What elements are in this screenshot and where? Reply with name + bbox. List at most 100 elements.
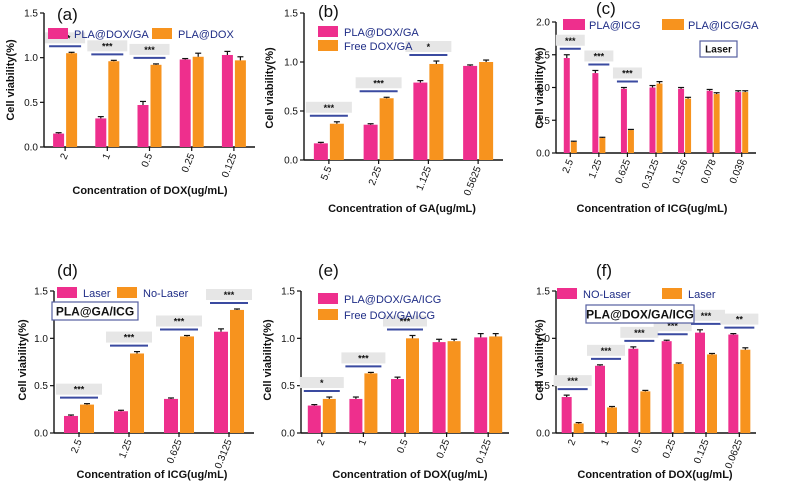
x-tick-label: 2.5	[561, 158, 577, 175]
legend-swatch-pink	[57, 287, 77, 298]
x-tick-label: 0.5	[395, 438, 411, 455]
bar-pink	[661, 341, 672, 433]
legend-label: Free DOX/GA/ICG	[344, 310, 435, 322]
significance-box	[129, 43, 170, 55]
legend-swatch-pink	[318, 293, 338, 304]
x-tick-label: 0.5	[140, 152, 156, 169]
x-tick-label: 0.25	[435, 438, 453, 461]
bar-orange	[627, 130, 634, 153]
condition-box	[699, 40, 738, 58]
bar-orange	[640, 391, 651, 433]
bar-pink	[563, 58, 570, 153]
y-axis-title: Cell viability(%)	[534, 319, 546, 401]
bar-orange	[379, 98, 394, 160]
x-tick-label: 1.25	[587, 158, 605, 181]
legend-label: Laser	[688, 289, 716, 301]
bar-orange	[364, 373, 378, 433]
bar-orange	[599, 137, 606, 153]
bar-orange	[570, 141, 577, 153]
y-tick-label: 0.5	[536, 116, 550, 127]
bar-pink	[214, 331, 228, 433]
condition-label: PLA@DOX/GA/ICG	[586, 307, 694, 321]
legend-swatch-orange	[152, 28, 172, 39]
significance-label: ***	[358, 353, 369, 363]
legend-swatch-pink	[563, 19, 585, 30]
bar-orange	[742, 92, 749, 153]
bar-pink	[179, 59, 191, 147]
y-tick-label: 0.0	[536, 429, 550, 440]
bar-orange	[429, 63, 444, 160]
significance-label: ***	[174, 316, 185, 326]
x-tick-label: 1	[101, 152, 113, 162]
significance-box	[612, 67, 642, 79]
significance-box	[555, 34, 585, 46]
x-tick-label: 0.125	[474, 438, 494, 466]
bar-pink	[64, 415, 78, 433]
chart-panel-b: (b) 0.0 0.5 1.0 1.5 5.5 *** 2.25 *** 1.125 * 0.5625…	[264, 2, 503, 215]
bar-orange	[447, 341, 461, 433]
significance-label: ***	[224, 290, 235, 300]
significance-box	[587, 344, 625, 356]
bar-orange	[707, 354, 717, 433]
chart-panel-e: (e) 0.0 0.5 1.0 1.5 2 * 1 *** 0.5 *** 0.25 0.125 PLA@…	[262, 261, 509, 481]
y-tick-label: 0.0	[24, 143, 38, 154]
panel-letter: (b)	[318, 2, 339, 21]
y-axis-title: Cell viability(%)	[17, 319, 29, 401]
bar-pink	[307, 405, 321, 433]
x-tick-label: 0.125	[220, 152, 240, 180]
bar-pink	[391, 379, 404, 433]
bar-orange	[180, 336, 194, 433]
x-tick-label: 2.25	[367, 165, 385, 188]
x-axis-title: Concentration of ICG(ug/mL)	[77, 469, 228, 481]
x-tick-label: 0.25	[661, 438, 679, 461]
y-tick-label: 1.0	[284, 58, 298, 69]
condition-box	[51, 301, 139, 321]
significance-box	[341, 352, 386, 364]
y-tick-label: 1.0	[536, 334, 550, 345]
significance-label: ***	[667, 321, 678, 331]
bar-pink	[706, 90, 713, 153]
bar-pink	[95, 118, 107, 147]
significance-label: ***	[400, 316, 411, 326]
bar-pink	[592, 73, 599, 153]
y-tick-label: 0.0	[281, 429, 295, 440]
y-tick-label: 1.0	[281, 334, 295, 345]
x-axis-title: Concentration of GA(ug/mL)	[328, 203, 476, 215]
chart-panel-a: (a)0.00.51.01.52***1***0.5***0.250.125PL…	[5, 5, 255, 197]
legend-swatch-pink	[557, 288, 577, 299]
bar-orange	[192, 56, 204, 148]
x-tick-label: 1	[599, 438, 611, 448]
bar-pink	[678, 88, 685, 153]
legend-label: PLA@DOX/GA	[344, 27, 419, 39]
bar-orange	[322, 398, 336, 433]
significance-box	[653, 320, 692, 332]
significance-box	[720, 313, 759, 325]
significance-label: ***	[565, 36, 576, 46]
x-tick-label: 1.125	[415, 165, 435, 193]
x-axis-title: Concentration of ICG(ug/mL)	[577, 203, 728, 215]
x-axis-title: Concentration of DOX(ug/mL)	[577, 469, 733, 481]
significance-box	[355, 77, 402, 89]
panel-letter: (f)	[596, 261, 612, 280]
bar-orange	[230, 309, 244, 433]
x-tick-label: 0.0625	[723, 438, 745, 471]
significance-box	[299, 377, 344, 389]
significance-box	[305, 101, 352, 113]
significance-box	[206, 288, 252, 300]
y-tick-label: 0.5	[34, 381, 48, 392]
x-tick-label: 0.25	[180, 152, 198, 175]
significance-label: ***	[594, 51, 605, 61]
x-tick-label: 0.3125	[213, 438, 235, 471]
condition-label: PLA@GA/ICG	[56, 304, 134, 318]
y-tick-label: 0.0	[536, 149, 550, 160]
bar-orange	[673, 363, 684, 433]
bar-pink	[735, 92, 742, 153]
bar-pink	[432, 342, 446, 433]
bar-orange	[66, 53, 78, 148]
bar-pink	[221, 54, 233, 148]
bar-orange	[479, 62, 494, 160]
bar-pink	[413, 82, 428, 160]
bar-pink	[164, 398, 178, 433]
bar-orange	[406, 338, 419, 433]
